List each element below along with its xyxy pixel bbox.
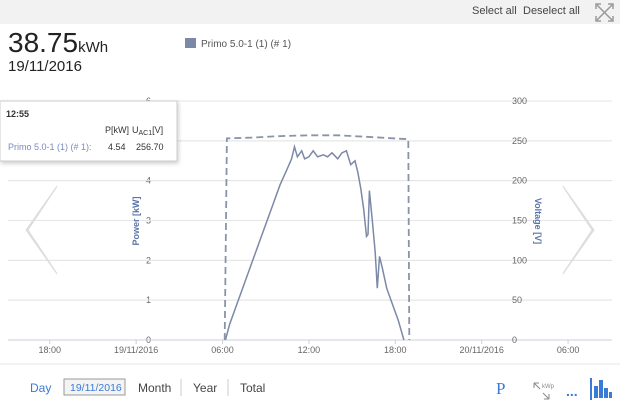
period-year[interactable]: Year (193, 381, 217, 395)
kwp-icon[interactable]: kWp (533, 382, 555, 400)
summary-date: 19/11/2016 (8, 58, 82, 75)
deselect-all[interactable]: Deselect all (523, 5, 580, 17)
legend-swatch (185, 38, 196, 48)
power-icon[interactable]: P (496, 379, 505, 398)
expand-icon[interactable] (595, 3, 614, 22)
tooltip-value: 256.70 (136, 142, 164, 152)
select-all[interactable]: Select all (472, 5, 517, 17)
x-tick-label: 06:00 (211, 345, 234, 355)
legend-label[interactable]: Primo 5.0-1 (1) (# 1) (201, 39, 291, 50)
x-tick-label: 18:00 (384, 345, 407, 355)
kwp-label: kWp (542, 384, 555, 390)
y2-tick-label: 50 (512, 295, 522, 305)
total-energy: 38.75kWh (8, 27, 108, 58)
y2-tick-label: 250 (512, 136, 527, 146)
y2-tick-label: 300 (512, 96, 527, 106)
x-tick-label: 19/11/2016 (114, 345, 158, 355)
period-total[interactable]: Total (240, 381, 265, 395)
y2-tick-label: 0 (512, 335, 517, 345)
tooltip-time: 12:55 (6, 109, 29, 119)
y2-tick-label: 200 (512, 176, 527, 186)
y2-tick-label: 150 (512, 216, 527, 226)
series-line (224, 143, 405, 341)
x-tick-label: 18:00 (38, 345, 61, 355)
y2-tick-label: 100 (512, 255, 527, 265)
date-input[interactable] (63, 378, 126, 396)
period-month[interactable]: Month (138, 381, 171, 395)
prev-arrow[interactable] (25, 185, 58, 275)
tooltip-col: UAC1[V] (132, 125, 163, 137)
tooltip: 12:55 P[kW] UAC1[V] Primo 5.0-1 (1) (# 1… (0, 100, 178, 162)
tooltip-row-label: Primo 5.0-1 (1) (# 1): (8, 142, 92, 152)
x-tick-label: 06:00 (557, 345, 580, 355)
x-tick-label: 20/11/2016 (460, 345, 504, 355)
date-input-text: 19/11/2016 (70, 382, 122, 394)
period-day[interactable]: Day (30, 381, 51, 395)
y-axis-title: Power [kW] (131, 196, 141, 245)
tooltip-value: 4.54 (108, 142, 126, 152)
tooltip-col: P[kW] (105, 125, 129, 135)
series-line (223, 134, 411, 341)
y2-axis-title: Voltage [V] (533, 198, 543, 244)
more-icon[interactable]: ... (566, 383, 578, 399)
x-tick-label: 12:00 (298, 345, 321, 355)
chart-view-icon[interactable] (590, 378, 612, 400)
next-arrow[interactable] (562, 185, 595, 275)
chart: 012345605010015020025030018:0019/11/2016… (8, 96, 612, 355)
toolbar (0, 0, 620, 24)
